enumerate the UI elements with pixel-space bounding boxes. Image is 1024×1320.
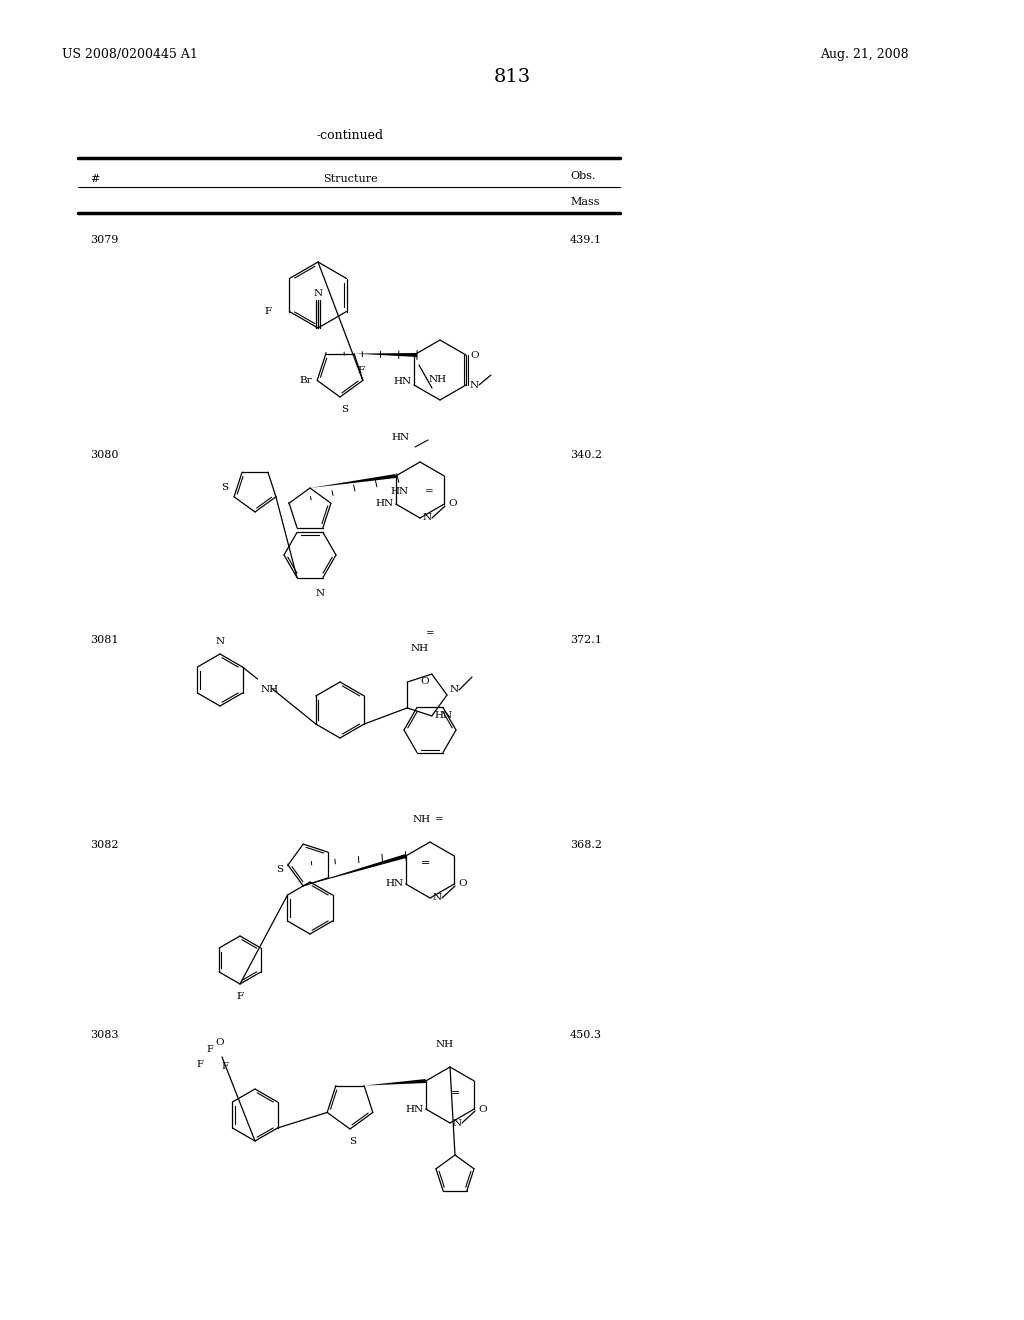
Text: HN: HN	[391, 487, 409, 496]
Text: HN: HN	[435, 711, 453, 721]
Text: =: =	[435, 814, 443, 824]
Text: NH: NH	[429, 375, 447, 384]
Text: Mass: Mass	[570, 197, 599, 207]
Text: F: F	[237, 993, 244, 1001]
Text: 3079: 3079	[90, 235, 119, 246]
Text: N: N	[423, 513, 432, 523]
Text: =: =	[420, 858, 430, 869]
Text: NH: NH	[260, 685, 279, 694]
Polygon shape	[303, 854, 407, 886]
Text: N: N	[450, 685, 459, 694]
Text: N: N	[313, 289, 323, 298]
Text: F: F	[221, 1063, 228, 1071]
Text: =: =	[451, 1088, 460, 1098]
Polygon shape	[354, 352, 417, 356]
Text: S: S	[221, 483, 228, 491]
Text: -continued: -continued	[316, 129, 384, 143]
Polygon shape	[310, 474, 396, 488]
Text: HN: HN	[406, 1105, 424, 1114]
Text: O: O	[420, 677, 429, 686]
Text: HN: HN	[392, 433, 410, 442]
Text: NH: NH	[413, 814, 431, 824]
Text: 340.2: 340.2	[570, 450, 602, 459]
Text: O: O	[470, 351, 478, 359]
Text: #: #	[90, 174, 99, 183]
Text: S: S	[341, 405, 348, 414]
Text: S: S	[275, 866, 283, 874]
Text: O: O	[459, 879, 467, 888]
Text: =: =	[425, 487, 434, 496]
Text: NH: NH	[411, 644, 429, 653]
Text: HN: HN	[376, 499, 394, 508]
Text: Structure: Structure	[323, 174, 377, 183]
Text: N: N	[470, 380, 479, 389]
Text: O: O	[216, 1038, 224, 1047]
Text: 368.2: 368.2	[570, 840, 602, 850]
Text: 813: 813	[494, 69, 530, 86]
Text: S: S	[349, 1137, 356, 1146]
Text: 372.1: 372.1	[570, 635, 602, 645]
Text: 3083: 3083	[90, 1030, 119, 1040]
Polygon shape	[365, 1078, 426, 1085]
Text: Br: Br	[300, 376, 312, 385]
Text: 450.3: 450.3	[570, 1030, 602, 1040]
Text: O: O	[449, 499, 457, 508]
Text: F: F	[207, 1045, 213, 1053]
Text: N: N	[453, 1118, 462, 1127]
Text: F: F	[197, 1060, 204, 1069]
Text: N: N	[315, 589, 325, 598]
Text: N: N	[433, 894, 442, 903]
Text: N: N	[215, 638, 224, 645]
Text: Obs.: Obs.	[570, 172, 596, 181]
Text: HN: HN	[394, 378, 412, 387]
Text: NH: NH	[436, 1040, 454, 1049]
Text: F: F	[264, 308, 271, 315]
Text: 3082: 3082	[90, 840, 119, 850]
Text: O: O	[478, 1105, 486, 1114]
Text: HN: HN	[386, 879, 403, 888]
Text: F: F	[357, 367, 365, 375]
Text: 3081: 3081	[90, 635, 119, 645]
Text: 3080: 3080	[90, 450, 119, 459]
Text: US 2008/0200445 A1: US 2008/0200445 A1	[62, 48, 198, 61]
Text: 439.1: 439.1	[570, 235, 602, 246]
Text: =: =	[426, 630, 434, 638]
Text: Aug. 21, 2008: Aug. 21, 2008	[820, 48, 908, 61]
